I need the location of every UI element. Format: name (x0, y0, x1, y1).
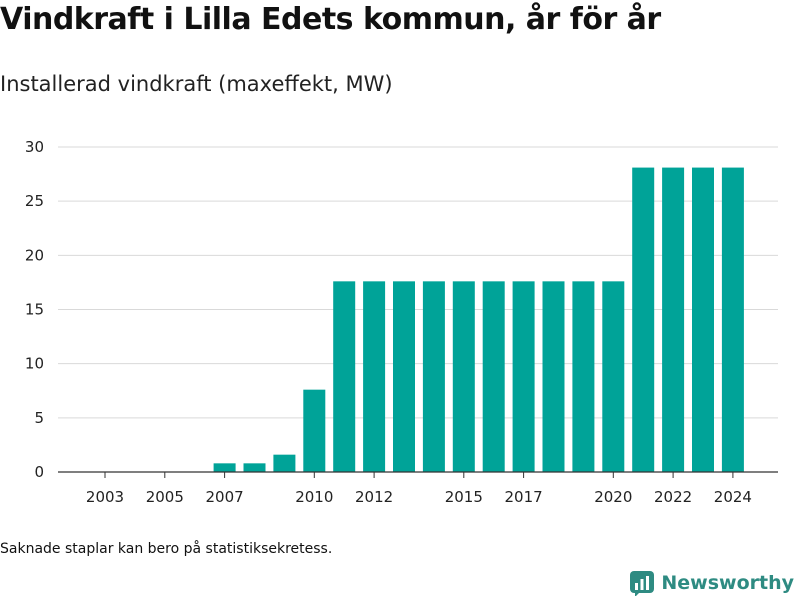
bar-2007[interactable] (213, 463, 236, 472)
bar-2009[interactable] (273, 454, 296, 472)
grid-lines (58, 146, 778, 419)
y-tick-label: 10 (25, 355, 44, 373)
y-tick-label: 0 (34, 463, 44, 481)
bar-2019[interactable] (572, 281, 595, 472)
bar-2021[interactable] (632, 167, 655, 473)
x-tick-label: 2012 (355, 488, 393, 506)
x-tick-label: 2020 (594, 488, 632, 506)
brand-name: Newsworthy (661, 572, 794, 594)
chart-title: Vindkraft i Lilla Edets kommun, år för å… (0, 2, 661, 37)
x-tick-label: 2010 (295, 488, 333, 506)
chart-subtitle: Installerad vindkraft (maxeffekt, MW) (0, 72, 393, 96)
bar-2016[interactable] (482, 281, 505, 472)
bar-2018[interactable] (542, 281, 565, 472)
x-tick-label: 2005 (146, 488, 184, 506)
y-tick-label: 5 (34, 409, 44, 427)
y-tick-label: 15 (25, 301, 44, 319)
bar-2014[interactable] (422, 281, 445, 472)
x-tick-label: 2022 (654, 488, 692, 506)
bar-2023[interactable] (692, 167, 714, 473)
x-tick-label: 2017 (505, 488, 543, 506)
y-tick-label: 30 (25, 138, 44, 156)
y-axis-ticks: 0 5 10 15 20 25 30 (25, 138, 44, 481)
bars (213, 167, 744, 473)
bar-2011[interactable] (333, 281, 356, 472)
bar-2024[interactable] (721, 167, 744, 473)
bar-2008[interactable] (243, 463, 266, 472)
bar-chart-logo-icon (630, 571, 655, 596)
footnote: Saknade staplar kan bero på statistiksek… (0, 541, 333, 557)
bar-2020[interactable] (602, 281, 625, 472)
x-tick-label: 2015 (445, 488, 483, 506)
y-tick-label: 25 (25, 192, 44, 210)
x-tick-label: 2007 (206, 488, 244, 506)
bar-2012[interactable] (363, 281, 386, 472)
brand-logo[interactable]: Newsworthy (629, 570, 794, 596)
x-axis-ticks: 2003 2005 2007 2010 2012 2015 2017 2020 2022 2024 (86, 472, 752, 506)
bar-2010[interactable] (303, 389, 326, 472)
x-tick-label: 2024 (714, 488, 752, 506)
bar-2017[interactable] (512, 281, 535, 472)
x-tick-label: 2003 (86, 488, 124, 506)
bar-2015[interactable] (452, 281, 475, 472)
y-tick-label: 20 (25, 246, 44, 264)
bar-2013[interactable] (393, 281, 415, 472)
bar-2022[interactable] (662, 167, 685, 473)
